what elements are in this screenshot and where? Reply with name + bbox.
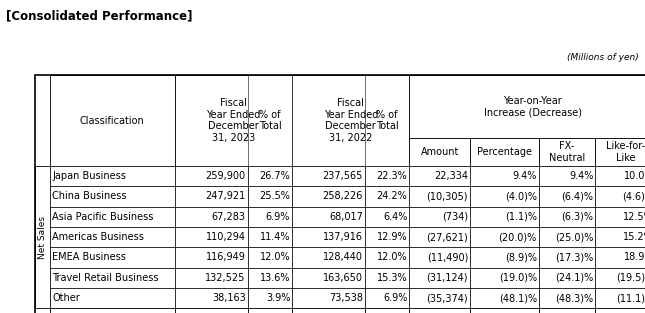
Text: 6.9%: 6.9% <box>383 293 408 303</box>
Text: (6.3)%: (6.3)% <box>561 212 593 222</box>
Text: 15.2%: 15.2% <box>623 232 645 242</box>
Text: (734): (734) <box>442 212 468 222</box>
Text: (11.1)%: (11.1)% <box>616 293 645 303</box>
Text: 12.0%: 12.0% <box>260 253 290 262</box>
Text: (31,124): (31,124) <box>426 273 468 283</box>
Text: (24.1)%: (24.1)% <box>555 273 593 283</box>
Text: 12.0%: 12.0% <box>377 253 408 262</box>
Text: 247,921: 247,921 <box>206 192 246 201</box>
Text: (6.4)%: (6.4)% <box>561 192 593 201</box>
Text: (48.1)%: (48.1)% <box>499 293 537 303</box>
Text: 25.5%: 25.5% <box>259 192 290 201</box>
Text: 15.3%: 15.3% <box>377 273 408 283</box>
Text: (8.9)%: (8.9)% <box>505 253 537 262</box>
Text: (4.0)%: (4.0)% <box>505 192 537 201</box>
Text: % of
Total: % of Total <box>376 110 399 131</box>
Text: (27,621): (27,621) <box>426 232 468 242</box>
Text: Fiscal
Year Ended
December
31, 2022: Fiscal Year Ended December 31, 2022 <box>324 98 378 143</box>
Text: EMEA Business: EMEA Business <box>52 253 126 262</box>
Text: [Consolidated Performance]: [Consolidated Performance] <box>6 9 193 23</box>
Text: 9.4%: 9.4% <box>512 171 537 181</box>
Text: 18.9%: 18.9% <box>624 253 645 262</box>
Text: 9.4%: 9.4% <box>569 171 593 181</box>
Text: Amount: Amount <box>421 147 459 157</box>
Text: (25.0)%: (25.0)% <box>555 232 593 242</box>
Text: 68,017: 68,017 <box>329 212 363 222</box>
Text: 13.6%: 13.6% <box>260 273 290 283</box>
Text: 6.9%: 6.9% <box>266 212 290 222</box>
Text: Classification: Classification <box>80 115 144 126</box>
Text: 22.3%: 22.3% <box>377 171 408 181</box>
Text: 10.0%: 10.0% <box>624 171 645 181</box>
Text: FX-
Neutral: FX- Neutral <box>549 141 585 163</box>
Text: (10,305): (10,305) <box>426 192 468 201</box>
Text: Americas Business: Americas Business <box>52 232 144 242</box>
Text: Fiscal
Year Ended
December
31, 2023: Fiscal Year Ended December 31, 2023 <box>206 98 261 143</box>
Text: (19.0)%: (19.0)% <box>499 273 537 283</box>
Text: 237,565: 237,565 <box>322 171 363 181</box>
Text: (11,490): (11,490) <box>427 253 468 262</box>
Text: % of
Total: % of Total <box>259 110 281 131</box>
Text: Net Sales: Net Sales <box>38 216 47 259</box>
Text: (19.5)%: (19.5)% <box>616 273 645 283</box>
Text: 38,163: 38,163 <box>212 293 246 303</box>
Text: 12.5%: 12.5% <box>623 212 645 222</box>
Text: 259,900: 259,900 <box>206 171 246 181</box>
Text: Other: Other <box>52 293 80 303</box>
Text: Travel Retail Business: Travel Retail Business <box>52 273 159 283</box>
Text: Asia Pacific Business: Asia Pacific Business <box>52 212 154 222</box>
Text: 12.9%: 12.9% <box>377 232 408 242</box>
Text: 116,949: 116,949 <box>206 253 246 262</box>
Text: (4.6)%: (4.6)% <box>622 192 645 201</box>
Text: 137,916: 137,916 <box>323 232 363 242</box>
Text: Like-for-
Like: Like-for- Like <box>606 141 645 163</box>
Text: 132,525: 132,525 <box>205 273 246 283</box>
Text: (17.3)%: (17.3)% <box>555 253 593 262</box>
Text: 163,650: 163,650 <box>323 273 363 283</box>
Text: 110,294: 110,294 <box>206 232 246 242</box>
Text: (48.3)%: (48.3)% <box>555 293 593 303</box>
Text: 3.9%: 3.9% <box>266 293 290 303</box>
Text: 11.4%: 11.4% <box>260 232 290 242</box>
Text: 67,283: 67,283 <box>212 212 246 222</box>
Text: 22,334: 22,334 <box>434 171 468 181</box>
Text: 258,226: 258,226 <box>322 192 363 201</box>
Text: (20.0)%: (20.0)% <box>499 232 537 242</box>
Text: 24.2%: 24.2% <box>377 192 408 201</box>
Text: China Business: China Business <box>52 192 127 201</box>
Text: Percentage: Percentage <box>477 147 532 157</box>
Text: (Millions of yen): (Millions of yen) <box>567 53 639 62</box>
Text: 128,440: 128,440 <box>323 253 363 262</box>
Text: (1.1)%: (1.1)% <box>505 212 537 222</box>
Text: Japan Business: Japan Business <box>52 171 126 181</box>
Text: 26.7%: 26.7% <box>259 171 290 181</box>
Text: (35,374): (35,374) <box>426 293 468 303</box>
Text: Year-on-Year
Increase (Decrease): Year-on-Year Increase (Decrease) <box>484 95 582 117</box>
Text: 73,538: 73,538 <box>329 293 363 303</box>
Text: 6.4%: 6.4% <box>383 212 408 222</box>
